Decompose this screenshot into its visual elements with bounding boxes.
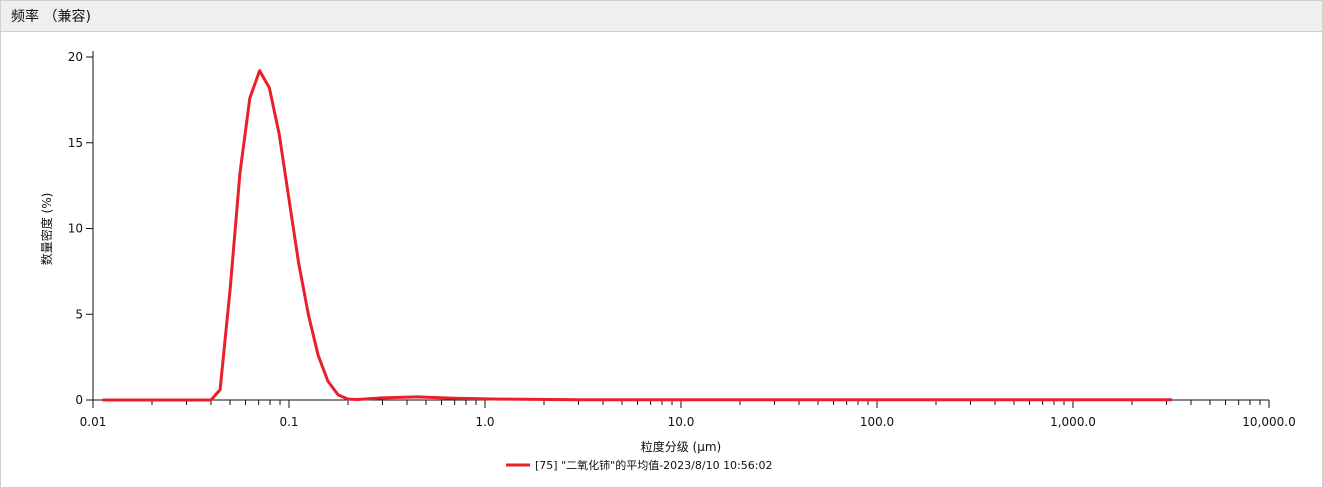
legend: [75] "二氧化铈"的平均值-2023/8/10 10:56:02 — [506, 458, 772, 472]
panel-title-bar: 频率 （兼容) — [1, 1, 1322, 32]
x-tick-label: 0.1 — [279, 415, 298, 429]
x-tick-label: 10,000.0 — [1242, 415, 1295, 429]
y-tick-label: 15 — [68, 136, 83, 150]
y-tick-label: 0 — [75, 393, 83, 407]
series-line — [102, 69, 1172, 402]
axes-group: 0 5 10 15 20 0.01 0.1 1.0 10.0 100.0 1,000.0 10,000… — [68, 50, 1296, 429]
legend-label: [75] "二氧化铈"的平均值-2023/8/10 10:56:02 — [535, 458, 772, 472]
x-tick-label: 1.0 — [475, 415, 494, 429]
y-axis-title: 数量密度 (%) — [39, 193, 54, 266]
y-tick-label: 10 — [68, 222, 83, 236]
x-tick-label: 100.0 — [860, 415, 894, 429]
x-tick-label: 1,000.0 — [1050, 415, 1096, 429]
series-group — [102, 69, 1172, 402]
y-tick-label: 20 — [68, 50, 83, 64]
x-tick-label: 0.01 — [80, 415, 107, 429]
x-axis-title: 粒度分级 (μm) — [641, 439, 722, 454]
y-tick-label: 5 — [75, 307, 83, 321]
x-tick-label: 10.0 — [668, 415, 695, 429]
panel-title: 频率 （兼容) — [11, 9, 91, 25]
